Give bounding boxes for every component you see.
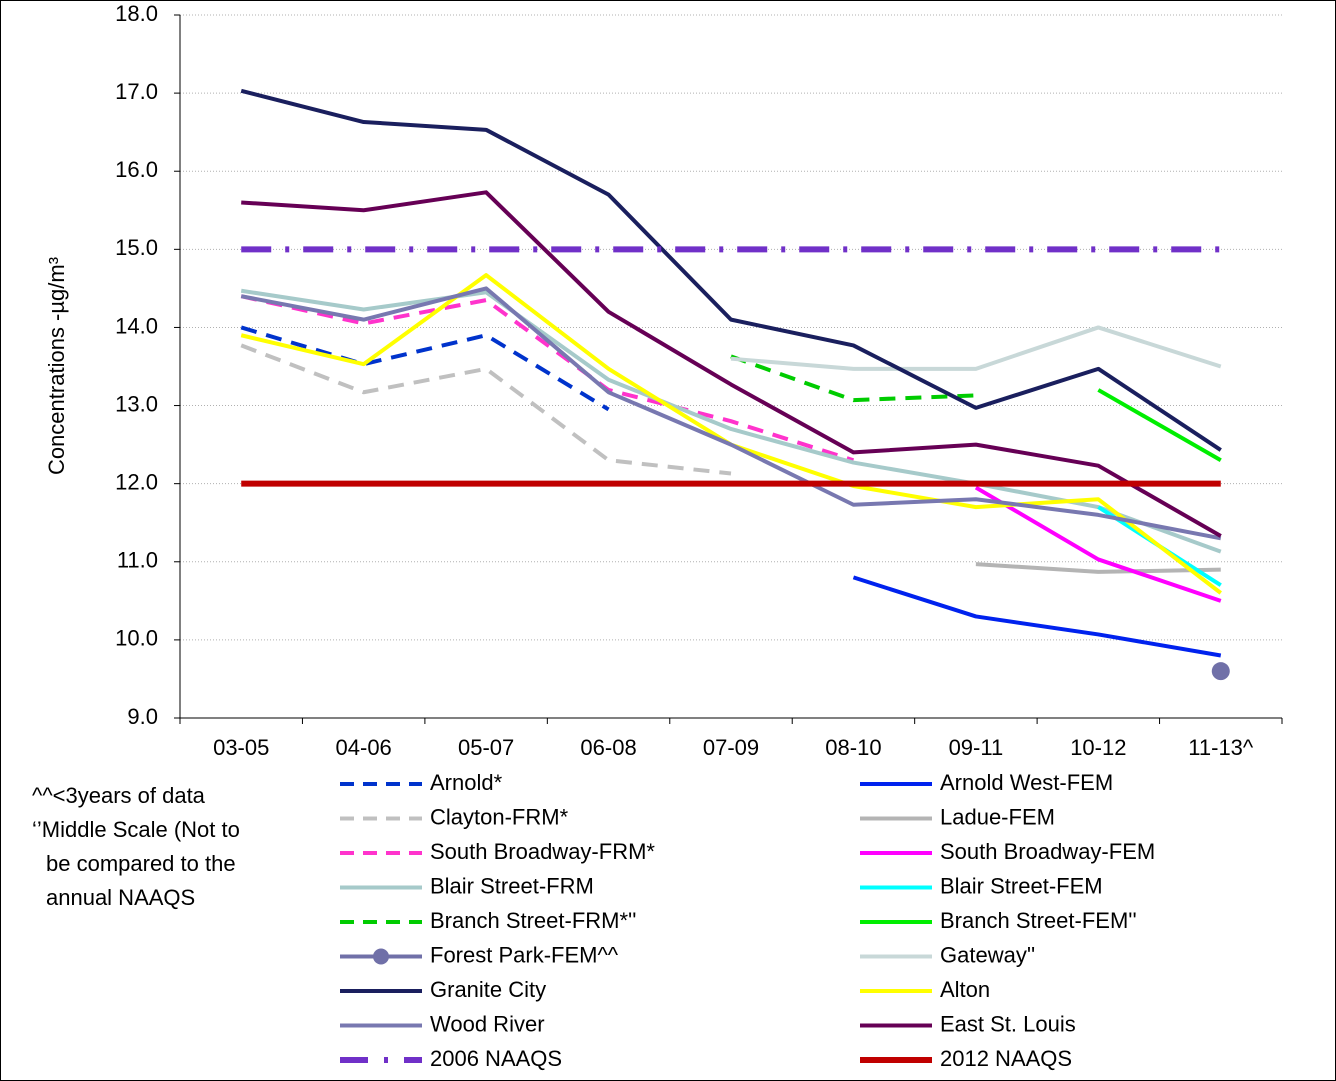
y-tick-label: 11.0 bbox=[117, 548, 158, 573]
note: ‘’Middle Scale (Not to bbox=[32, 817, 240, 842]
series-line bbox=[241, 190, 1222, 538]
series-line bbox=[240, 343, 732, 476]
x-tick-label: 08-10 bbox=[825, 735, 881, 760]
x-tick-label: 07-09 bbox=[703, 735, 759, 760]
y-tick-label: 9.0 bbox=[127, 704, 158, 729]
legend-label: Arnold West-FEM bbox=[940, 770, 1113, 795]
y-tick-label: 14.0 bbox=[115, 313, 158, 338]
legend-label: Alton bbox=[940, 977, 990, 1002]
y-tick-label: 17.0 bbox=[115, 79, 158, 104]
legend-label: Clayton-FRM* bbox=[430, 804, 569, 829]
legend-label: 2012 NAAQS bbox=[940, 1046, 1072, 1071]
note: ^^<3years of data bbox=[32, 783, 206, 808]
legend-label: Ladue-FEM bbox=[940, 804, 1055, 829]
series-line bbox=[240, 325, 610, 412]
legend-label: 2006 NAAQS bbox=[430, 1046, 562, 1071]
y-tick-label: 12.0 bbox=[115, 469, 158, 494]
series-line bbox=[730, 354, 976, 403]
legend-label: Blair Street-FEM bbox=[940, 873, 1103, 898]
x-tick-label: 04-06 bbox=[336, 735, 392, 760]
legend-label: Branch Street-FEM'' bbox=[940, 908, 1137, 933]
series-line bbox=[975, 562, 1221, 574]
legend-label: Gateway'' bbox=[940, 942, 1035, 967]
y-tick-label: 10.0 bbox=[115, 626, 158, 651]
x-tick-label: 06-08 bbox=[580, 735, 636, 760]
y-axis-label: Concentrations -µg/m³ bbox=[44, 257, 69, 475]
note: be compared to the bbox=[46, 851, 236, 876]
y-tick-label: 15.0 bbox=[115, 235, 158, 260]
y-tick-label: 16.0 bbox=[115, 157, 158, 182]
series-line bbox=[730, 325, 1222, 371]
y-tick-label: 13.0 bbox=[115, 391, 158, 416]
series-line bbox=[1097, 388, 1222, 462]
series-line bbox=[240, 88, 1222, 452]
note: annual NAAQS bbox=[46, 885, 195, 910]
series-line bbox=[974, 485, 1222, 603]
legend-label: Granite City bbox=[430, 977, 546, 1002]
series-marker bbox=[1211, 662, 1230, 681]
legend-label: Forest Park-FEM^^ bbox=[430, 942, 619, 967]
x-tick-label: 09-11 bbox=[949, 735, 1004, 760]
legend-label: Wood River bbox=[430, 1011, 545, 1036]
legend-label: Blair Street-FRM bbox=[430, 873, 594, 898]
y-tick-label: 18.0 bbox=[115, 1, 158, 26]
legend-label: South Broadway-FEM bbox=[940, 839, 1155, 864]
series-line bbox=[852, 575, 1222, 658]
x-tick-label: 10-12 bbox=[1070, 735, 1126, 760]
series-line bbox=[240, 294, 855, 463]
x-tick-label: 11-13^ bbox=[1188, 735, 1254, 760]
legend-marker bbox=[373, 948, 389, 965]
legend-label: South Broadway-FRM* bbox=[430, 839, 655, 864]
legend-label: Branch Street-FRM*'' bbox=[430, 908, 636, 933]
legend-label: East St. Louis bbox=[940, 1011, 1076, 1036]
legend-label: Arnold* bbox=[430, 770, 503, 795]
x-tick-label: 05-07 bbox=[458, 735, 514, 760]
series-line bbox=[240, 286, 1222, 541]
series-line bbox=[240, 288, 1222, 554]
x-tick-label: 03-05 bbox=[213, 735, 269, 760]
